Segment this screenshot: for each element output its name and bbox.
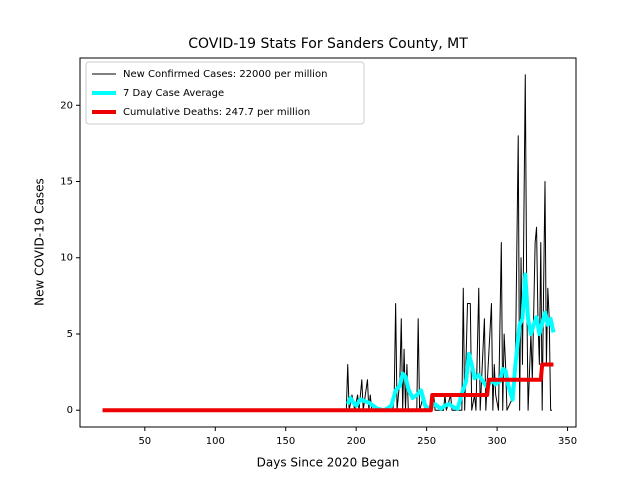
x-tick-label: 150 <box>276 436 295 447</box>
y-tick-label: 20 <box>60 100 73 111</box>
y-axis-label: New COVID-19 Cases <box>33 178 47 306</box>
legend-box <box>85 61 365 125</box>
x-tick-label: 300 <box>488 436 507 447</box>
chart-title: COVID-19 Stats For Sanders County, MT <box>188 36 468 52</box>
x-tick-label: 100 <box>206 436 225 447</box>
y-tick-label: 0 <box>67 405 73 416</box>
y-tick-label: 15 <box>60 177 73 188</box>
legend-label: New Confirmed Cases: 22000 per million <box>123 69 327 80</box>
x-axis-label: Days Since 2020 Began <box>257 456 400 470</box>
x-tick-label: 250 <box>417 436 436 447</box>
plot-frame <box>79 57 577 428</box>
x-tick-label: 50 <box>138 436 151 447</box>
legend-label: Cumulative Deaths: 247.7 per million <box>123 107 310 118</box>
x-tick-label: 350 <box>558 436 577 447</box>
x-tick-label: 200 <box>347 436 366 447</box>
y-tick-label: 5 <box>67 329 73 340</box>
series-line <box>102 362 554 413</box>
legend-label: 7 Day Case Average <box>123 88 224 99</box>
series-line <box>102 74 553 411</box>
y-tick-label: 10 <box>60 253 73 264</box>
